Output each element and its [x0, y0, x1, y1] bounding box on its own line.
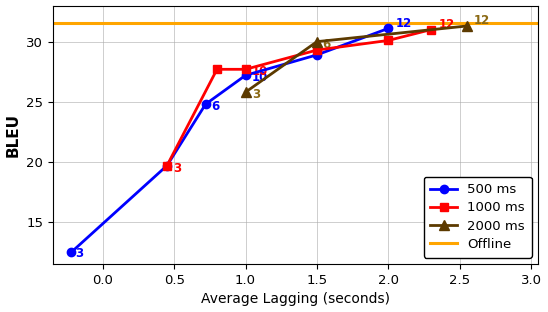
1000 ms — [428, 28, 435, 32]
500 ms — [385, 27, 392, 30]
1000 ms — [214, 67, 220, 71]
Text: 3: 3 — [76, 247, 84, 260]
1000 ms — [242, 67, 249, 71]
Text: 3: 3 — [173, 162, 181, 174]
2000 ms — [464, 24, 470, 28]
1000 ms — [313, 48, 320, 52]
1000 ms — [164, 164, 170, 168]
Line: 500 ms: 500 ms — [67, 24, 392, 256]
500 ms — [68, 250, 75, 254]
Y-axis label: BLEU: BLEU — [5, 113, 21, 157]
Text: 12: 12 — [438, 18, 454, 31]
Text: 6: 6 — [212, 100, 220, 113]
Text: 10: 10 — [252, 65, 267, 78]
2000 ms — [242, 90, 249, 94]
500 ms — [164, 164, 170, 168]
1000 ms — [385, 39, 392, 42]
2000 ms — [313, 40, 320, 43]
Text: 6: 6 — [323, 38, 331, 51]
X-axis label: Average Lagging (seconds): Average Lagging (seconds) — [201, 292, 390, 306]
Line: 1000 ms: 1000 ms — [163, 26, 435, 170]
500 ms — [313, 53, 320, 57]
500 ms — [202, 102, 209, 106]
Text: 10: 10 — [252, 71, 267, 84]
Text: 12: 12 — [396, 17, 412, 30]
Text: 12: 12 — [474, 14, 490, 27]
Legend: 500 ms, 1000 ms, 2000 ms, Offline: 500 ms, 1000 ms, 2000 ms, Offline — [424, 177, 532, 258]
Text: 3: 3 — [253, 88, 261, 101]
500 ms — [242, 73, 249, 77]
Line: 2000 ms: 2000 ms — [241, 21, 472, 97]
